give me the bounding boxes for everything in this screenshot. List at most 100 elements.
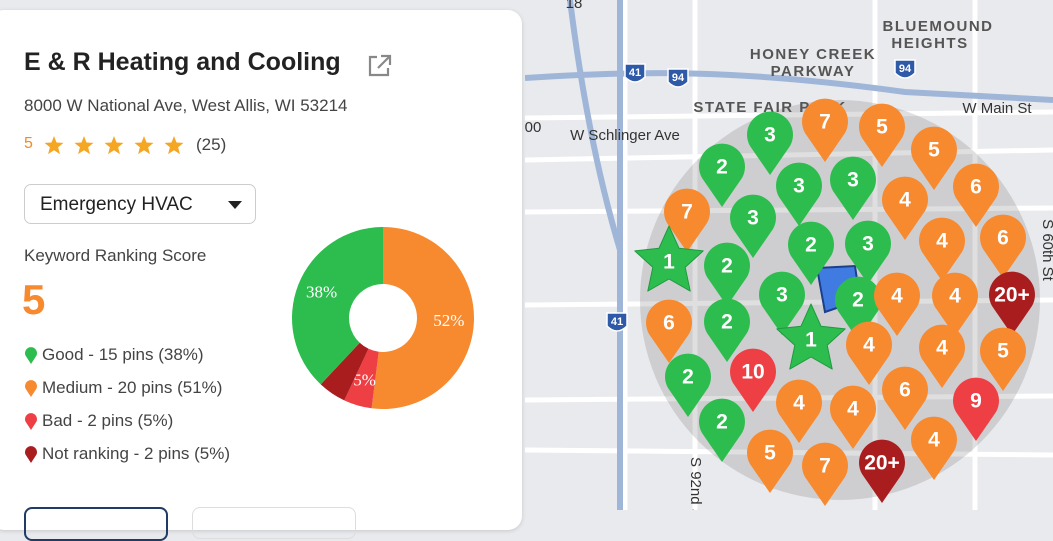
pin-label: 6 [899, 379, 911, 402]
star-icon [134, 136, 154, 155]
map-pin[interactable] [759, 271, 805, 335]
pin-label: 4 [936, 230, 948, 253]
map-pin[interactable] [835, 276, 881, 340]
slice-label: 52% [433, 311, 464, 330]
map-pin[interactable] [953, 163, 999, 227]
pin-label: 7 [819, 455, 831, 478]
pin-label: 2 [716, 156, 728, 179]
donut-slice [320, 342, 369, 401]
map-pin[interactable] [704, 242, 750, 306]
map-pin[interactable] [802, 98, 848, 162]
map-pin[interactable] [911, 416, 957, 480]
star-icon [104, 136, 124, 155]
address: 8000 W National Ave, West Allis, WI 5321… [24, 96, 348, 115]
map-label: W Main St [962, 100, 1032, 117]
map-pin[interactable] [802, 442, 848, 506]
pin-label: 2 [721, 311, 733, 334]
pin-label: 6 [997, 227, 1009, 250]
map-pin[interactable] [932, 272, 978, 336]
pin-label: 3 [747, 207, 759, 230]
pin-label: 7 [681, 201, 693, 224]
map-pin[interactable] [830, 385, 876, 449]
map-pin[interactable] [747, 429, 793, 493]
pin-label: 2 [805, 234, 817, 257]
pin-label: 2 [721, 255, 733, 278]
review-count: (25) [196, 135, 227, 154]
map-pin[interactable] [859, 439, 905, 503]
map-pin[interactable] [859, 103, 905, 167]
pin-label: 4 [928, 429, 940, 452]
map-pin[interactable] [776, 162, 822, 226]
map-pin[interactable] [788, 221, 834, 285]
map-pin[interactable] [980, 214, 1026, 278]
highway-number: 41 [611, 316, 623, 328]
map-label: HEIGHTS [891, 35, 968, 52]
legend-marker-shape [25, 380, 37, 397]
donut-chart: 52% 5% 38% [291, 227, 474, 409]
map-label: 00 [525, 119, 541, 136]
map-pin[interactable] [953, 377, 999, 441]
map-pin[interactable] [919, 324, 965, 388]
map-pin[interactable] [882, 366, 928, 430]
map-label: HONEY CREEK [750, 46, 876, 63]
map-pin[interactable] [646, 299, 692, 363]
pin-label: 4 [899, 189, 911, 212]
pin-label: 20+ [994, 284, 1030, 307]
pin-label: 2 [852, 289, 864, 312]
map-pin[interactable] [704, 298, 750, 362]
highway-shield [606, 312, 628, 332]
legend-marker [25, 380, 37, 397]
button[interactable] [192, 507, 356, 539]
map-label: 18 [566, 0, 583, 12]
star-icon [44, 136, 64, 155]
map-pin[interactable] [665, 353, 711, 417]
highway-shield [667, 68, 689, 88]
map-label: BLUEMOUND [883, 18, 994, 35]
map-pin[interactable] [776, 379, 822, 443]
map-pin[interactable] [664, 188, 710, 252]
map-pin[interactable] [989, 271, 1035, 335]
highway-number: 94 [899, 63, 912, 75]
map-pin[interactable] [980, 327, 1026, 391]
map-pin[interactable] [730, 194, 776, 258]
map-pin[interactable] [634, 225, 704, 292]
highway-shield [624, 63, 646, 83]
map-pin[interactable] [699, 398, 745, 462]
rating: 5 [24, 135, 33, 152]
map-pin[interactable] [730, 348, 776, 412]
pin-label: 20+ [864, 452, 900, 475]
pin-label: 4 [936, 337, 948, 360]
map-pin[interactable] [776, 303, 846, 370]
map-label: PARKWAY [771, 63, 856, 80]
pin-label: 5 [997, 340, 1009, 363]
legend-marker-shape [25, 413, 37, 430]
map-pin[interactable] [845, 220, 891, 284]
map-pin[interactable] [846, 321, 892, 385]
donut-slice [344, 348, 379, 409]
pin-label: 5 [876, 116, 888, 139]
legend-marker [25, 347, 37, 364]
legend-marker [25, 446, 37, 463]
map-pin[interactable] [874, 272, 920, 336]
map-label: W Schlinger Ave [570, 127, 680, 144]
map-pin[interactable] [882, 176, 928, 240]
map-pin[interactable] [830, 156, 876, 220]
external-link-icon[interactable] [366, 52, 394, 80]
map-pin[interactable] [919, 217, 965, 281]
pin-label: 2 [716, 411, 728, 434]
legend-marker [25, 413, 37, 430]
map-pin[interactable] [699, 143, 745, 207]
legend-item: Medium - 20 pins (51%) [42, 378, 223, 397]
highway-number: 94 [672, 72, 685, 84]
highway-shield [894, 59, 916, 79]
keyword-dropdown[interactable]: Emergency HVAC [24, 184, 256, 224]
pin-label: 4 [793, 392, 805, 415]
business-name: E & R Heating and Cooling [24, 48, 341, 76]
pin-label: 3 [793, 175, 805, 198]
legend-item: Not ranking - 2 pins (5%) [42, 444, 231, 463]
map-pin[interactable] [747, 111, 793, 175]
map-pin[interactable] [911, 126, 957, 190]
legend-marker-shape [25, 347, 37, 364]
button[interactable] [24, 507, 168, 541]
